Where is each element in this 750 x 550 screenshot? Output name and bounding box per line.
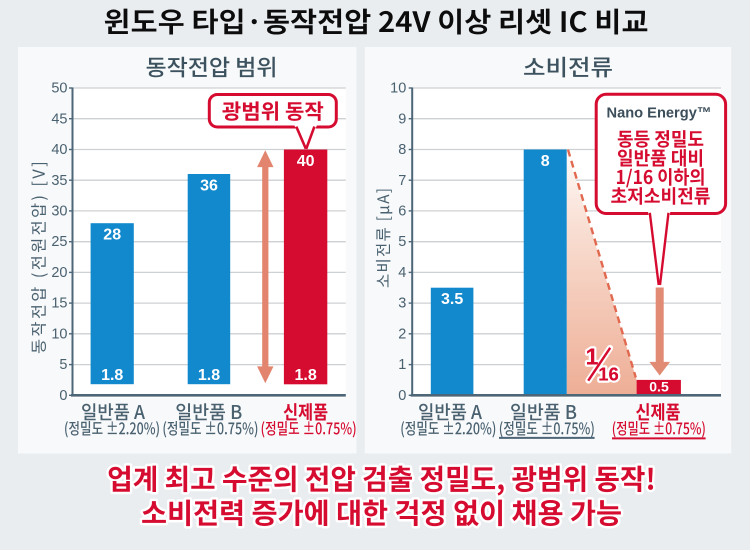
svg-text:0: 0	[398, 388, 406, 404]
svg-text:2: 2	[398, 326, 406, 342]
svg-text:1: 1	[586, 344, 599, 370]
svg-text:10: 10	[390, 81, 406, 97]
svg-text:Nano Energy™: Nano Energy™	[607, 105, 712, 122]
svg-text:40: 40	[51, 142, 67, 158]
svg-text:5: 5	[398, 234, 406, 250]
svg-text:1: 1	[586, 344, 599, 370]
svg-text:10: 10	[51, 326, 67, 342]
svg-text:20: 20	[51, 265, 67, 281]
svg-text:40: 40	[297, 153, 315, 170]
svg-text:30: 30	[51, 204, 67, 220]
svg-text:3: 3	[398, 296, 406, 312]
svg-text:5: 5	[59, 357, 67, 373]
svg-text:8: 8	[541, 153, 550, 170]
svg-text:35: 35	[51, 173, 67, 189]
svg-text:16: 16	[598, 364, 619, 385]
svg-text:1: 1	[398, 357, 406, 373]
svg-text:6: 6	[398, 204, 406, 220]
svg-text:0.5: 0.5	[649, 378, 669, 394]
svg-text:4: 4	[398, 265, 406, 281]
svg-text:3.5: 3.5	[441, 291, 463, 308]
svg-text:7: 7	[398, 173, 406, 189]
svg-text:1.8: 1.8	[101, 367, 123, 384]
svg-text:16: 16	[598, 364, 619, 385]
svg-text:9: 9	[398, 111, 406, 127]
svg-text:45: 45	[51, 111, 67, 127]
svg-text:1.8: 1.8	[294, 367, 316, 384]
svg-text:15: 15	[51, 296, 67, 312]
svg-text:50: 50	[51, 81, 67, 97]
svg-text:1.8: 1.8	[198, 367, 220, 384]
svg-text:0: 0	[59, 388, 67, 404]
svg-text:36: 36	[200, 178, 218, 195]
svg-text:28: 28	[103, 227, 121, 244]
svg-text:25: 25	[51, 234, 67, 250]
svg-text:8: 8	[398, 142, 406, 158]
